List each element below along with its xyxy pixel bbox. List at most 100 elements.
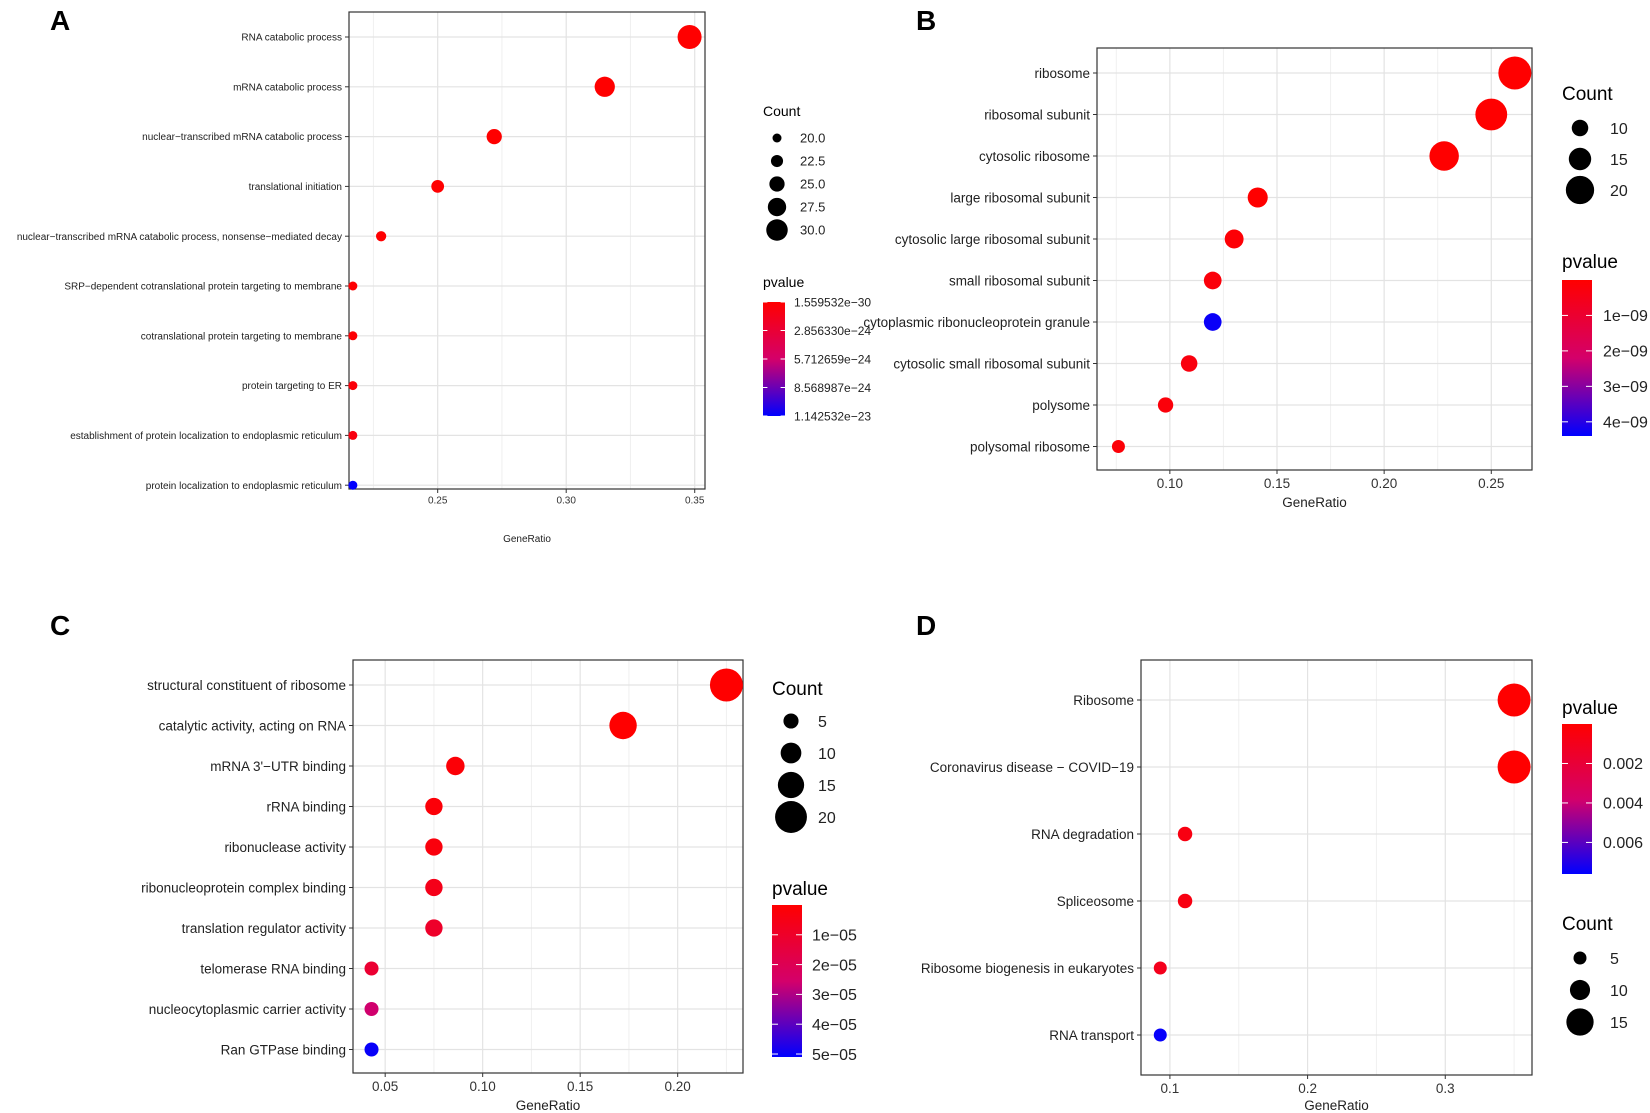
- y-category-label: nuclear−transcribed mRNA catabolic proce…: [142, 132, 342, 143]
- data-point: [1177, 826, 1193, 842]
- data-point: [425, 878, 443, 897]
- count-legend-label: 30.0: [800, 223, 825, 238]
- x-tick-label: 0.1: [1161, 1081, 1180, 1096]
- count-legend-label: 5: [818, 714, 827, 731]
- pvalue-legend-title: pvalue: [1562, 698, 1618, 719]
- data-point: [1498, 56, 1532, 90]
- count-legend-label: 25.0: [800, 177, 825, 192]
- x-tick-label: 0.20: [1371, 476, 1397, 491]
- data-point: [364, 1002, 379, 1016]
- y-category-label: ribosomal subunit: [984, 107, 1090, 122]
- pvalue-legend-label: 2.856330e−24: [794, 324, 871, 338]
- x-axis-title: GeneRatio: [503, 534, 551, 545]
- data-point: [425, 797, 443, 816]
- y-category-label: cytosolic ribosome: [979, 149, 1090, 164]
- count-legend-label: 20: [818, 810, 836, 827]
- data-point: [376, 231, 387, 242]
- y-category-label: polysomal ribosome: [970, 439, 1090, 454]
- y-category-label: Ran GTPase binding: [221, 1042, 346, 1057]
- y-category-label: establishment of protein localization to…: [70, 431, 342, 442]
- y-category-label: RNA catabolic process: [241, 33, 342, 44]
- pvalue-legend-label: 1e−05: [812, 928, 857, 945]
- y-category-label: telomerase RNA binding: [200, 961, 346, 976]
- count-legend-label: 10: [1610, 121, 1628, 138]
- y-category-label: translation regulator activity: [182, 921, 347, 936]
- y-category-label: ribosome: [1034, 66, 1090, 81]
- count-legend-dot: [1569, 979, 1591, 1001]
- data-point: [348, 331, 358, 341]
- x-tick-label: 0.2: [1298, 1081, 1317, 1096]
- y-category-label: RNA degradation: [1031, 827, 1134, 842]
- x-tick-label: 0.15: [1264, 476, 1290, 491]
- data-point: [709, 668, 743, 702]
- count-legend-label: 15: [818, 778, 836, 795]
- x-tick-label: 0.30: [556, 496, 576, 507]
- data-point: [486, 128, 502, 145]
- data-point: [1177, 893, 1193, 909]
- pvalue-legend-label: 1.142532e−23: [794, 409, 871, 423]
- data-point: [677, 25, 702, 49]
- y-category-label: mRNA catabolic process: [233, 82, 342, 93]
- plot-border: [1096, 47, 1533, 471]
- data-point: [425, 838, 443, 856]
- pvalue-legend-label: 3e−09: [1603, 379, 1648, 396]
- count-legend-dot: [775, 801, 807, 833]
- data-point: [1497, 750, 1531, 784]
- pvalue-legend-label: 1.559532e−30: [794, 295, 871, 309]
- data-point: [348, 381, 358, 391]
- data-point: [1203, 313, 1222, 331]
- panel-c: C 0.05 0.10 0.15 0.20 structural constituent …: [50, 610, 857, 1113]
- x-axis-title: GeneRatio: [516, 1098, 581, 1113]
- data-point: [594, 76, 615, 97]
- y-category-label: cytosolic large ribosomal subunit: [895, 232, 1090, 247]
- pvalue-legend-label: 2e−09: [1603, 344, 1648, 361]
- count-legend-title: Count: [763, 103, 800, 119]
- data-point: [364, 961, 379, 976]
- y-category-label: small ribosomal subunit: [949, 273, 1090, 288]
- panel-label: B: [916, 5, 936, 36]
- count-legend-dot: [769, 176, 785, 192]
- count-legend-label: 15: [1610, 1015, 1628, 1032]
- data-point: [1153, 961, 1167, 975]
- pvalue-legend-label: 5e−05: [812, 1047, 857, 1064]
- data-point: [364, 1042, 379, 1057]
- y-category-label: Spliceosome: [1057, 894, 1134, 909]
- pvalue-colorbar: [763, 302, 785, 416]
- x-tick-label: 0.3: [1436, 1081, 1455, 1096]
- data-point: [348, 281, 358, 291]
- count-legend-label: 20: [1610, 183, 1628, 200]
- count-legend-dot: [772, 133, 782, 143]
- x-tick-label: 0.10: [1157, 476, 1183, 491]
- y-category-label: rRNA binding: [266, 799, 346, 814]
- count-legend-dot: [1571, 119, 1589, 137]
- data-point: [446, 756, 465, 776]
- x-axis-title: GeneRatio: [1282, 495, 1347, 510]
- pvalue-colorbar: [1562, 280, 1592, 436]
- data-point: [1429, 141, 1459, 171]
- plot-background: [353, 660, 743, 1073]
- pvalue-legend-title: pvalue: [1562, 252, 1618, 273]
- data-point: [425, 919, 443, 937]
- pvalue-legend-label: 5.712659e−24: [794, 352, 871, 366]
- count-legend-title: Count: [772, 679, 823, 700]
- y-category-label: polysome: [1032, 398, 1090, 413]
- panel-d: D 0.1 0.2 0.3 Ribosome Coronavirus disease − …: [916, 610, 1643, 1113]
- data-point: [1497, 683, 1531, 717]
- y-category-label: protein localization to endoplasmic reti…: [146, 481, 342, 492]
- x-tick-label: 0.15: [567, 1079, 593, 1094]
- y-category-label: structural constituent of ribosome: [147, 678, 346, 693]
- x-tick-label: 0.35: [685, 496, 705, 507]
- pvalue-colorbar: [772, 905, 802, 1057]
- data-point: [1153, 1028, 1167, 1042]
- plot-border: [348, 11, 706, 490]
- pvalue-legend-label: 1e−09: [1603, 308, 1648, 325]
- panel-label: D: [916, 610, 936, 641]
- plot-background: [349, 12, 705, 489]
- count-legend-title: Count: [1562, 914, 1613, 935]
- data-point: [1224, 229, 1244, 249]
- pvalue-legend-title: pvalue: [772, 879, 828, 900]
- count-legend-label: 27.5: [800, 200, 825, 215]
- pvalue-legend-title: pvalue: [763, 274, 804, 290]
- y-category-label: ribonucleoprotein complex binding: [141, 880, 346, 895]
